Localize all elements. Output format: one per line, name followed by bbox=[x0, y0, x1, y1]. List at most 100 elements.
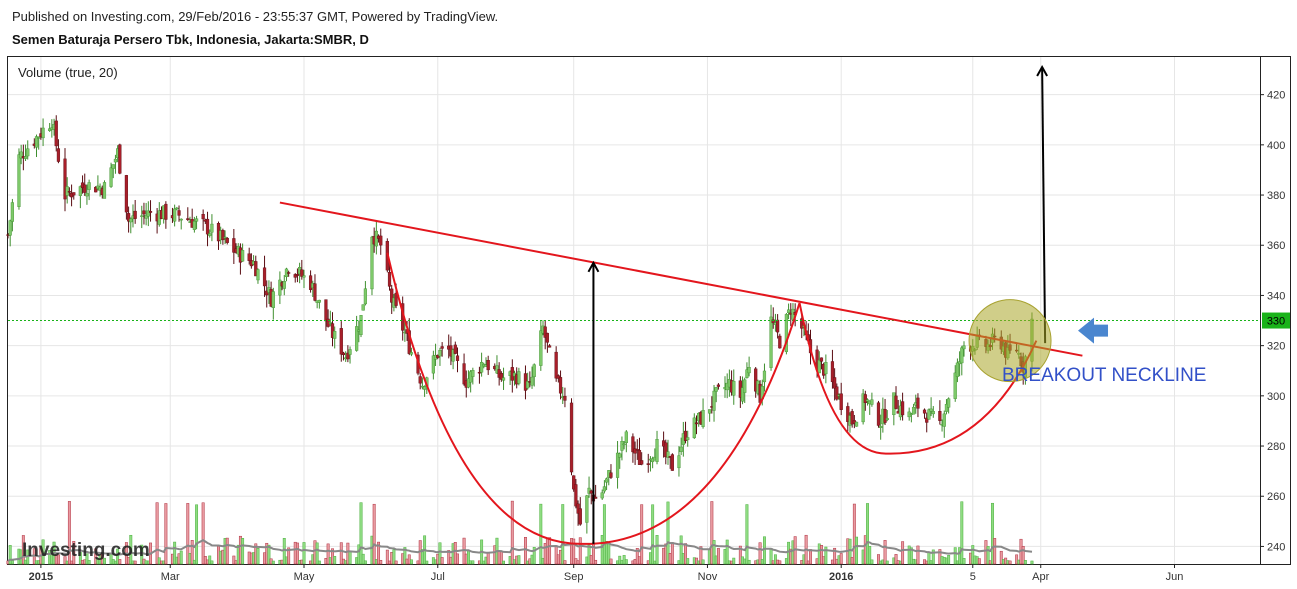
volume-bar bbox=[140, 544, 144, 565]
volume-bar bbox=[640, 504, 644, 565]
volume-bar bbox=[877, 554, 880, 565]
volume-bar bbox=[855, 536, 859, 565]
candle-body bbox=[883, 409, 887, 423]
candle-body bbox=[944, 404, 949, 412]
volume-bar bbox=[173, 541, 177, 565]
candle-body bbox=[839, 393, 843, 410]
candle-body bbox=[179, 218, 183, 221]
volume-bar bbox=[287, 547, 291, 565]
volume-bar bbox=[953, 547, 957, 565]
volume-indicator-label[interactable]: Volume (true, 20) bbox=[18, 65, 118, 80]
x-tick-label: Apr bbox=[1032, 571, 1049, 583]
volume-bar bbox=[10, 560, 14, 565]
candle-body bbox=[745, 369, 749, 378]
cup-curve-left bbox=[386, 252, 801, 545]
candle-body bbox=[436, 355, 440, 358]
volume-bar bbox=[885, 560, 889, 565]
volume-bar bbox=[909, 547, 913, 565]
candle-body bbox=[317, 299, 321, 303]
volume-bar bbox=[758, 542, 762, 565]
target-arrow-shaft bbox=[1041, 67, 1047, 344]
candle-body bbox=[870, 399, 874, 405]
candle-body bbox=[646, 463, 650, 465]
candle-body bbox=[931, 411, 935, 415]
volume-bar bbox=[271, 560, 275, 565]
y-tick-label: 340 bbox=[1267, 290, 1285, 302]
y-tick-label: 380 bbox=[1267, 190, 1285, 202]
candle-body bbox=[824, 362, 828, 375]
volume-bar bbox=[763, 536, 766, 565]
candle-body bbox=[953, 372, 957, 399]
volume-bar bbox=[208, 555, 212, 565]
candle-body bbox=[221, 229, 225, 241]
volume-bar bbox=[394, 560, 398, 565]
candle-body bbox=[63, 158, 67, 200]
candle-body bbox=[962, 345, 966, 350]
candle-body bbox=[830, 361, 835, 383]
y-tick-label: 280 bbox=[1267, 441, 1285, 453]
candle-body bbox=[54, 120, 58, 147]
volume-bar bbox=[578, 537, 582, 565]
candle-body bbox=[142, 210, 146, 215]
volume-bar bbox=[866, 503, 869, 565]
volume-bar bbox=[379, 559, 383, 565]
candle-body bbox=[462, 363, 466, 385]
candle-body bbox=[175, 207, 179, 210]
candle-body bbox=[499, 373, 503, 380]
candle-body bbox=[929, 408, 933, 412]
volume-bar bbox=[56, 554, 60, 565]
candle-body bbox=[835, 386, 839, 400]
volume-bar bbox=[256, 548, 260, 565]
candle-body bbox=[124, 175, 129, 213]
candle-body bbox=[714, 387, 718, 392]
volume-bar bbox=[594, 559, 598, 565]
candle-body bbox=[186, 218, 190, 220]
volume-bar bbox=[609, 558, 613, 565]
candle-body bbox=[852, 420, 856, 424]
candle-body bbox=[578, 508, 582, 525]
candle-body bbox=[328, 322, 332, 324]
candle-body bbox=[418, 376, 422, 384]
x-tick-label: Jun bbox=[1166, 571, 1184, 583]
volume-bar bbox=[651, 504, 655, 565]
candle-body bbox=[716, 384, 721, 387]
volume-bar bbox=[1015, 554, 1019, 565]
symbol-title[interactable]: Semen Baturaja Persero Tbk, Indonesia, J… bbox=[12, 32, 369, 47]
volume-bar bbox=[686, 558, 690, 565]
volume-bar bbox=[532, 546, 536, 565]
volume-bar bbox=[164, 503, 168, 565]
volume-bar bbox=[302, 542, 306, 565]
candle-body bbox=[701, 410, 705, 427]
candle-body bbox=[530, 376, 534, 386]
candle-body bbox=[390, 288, 394, 303]
candle-body bbox=[846, 406, 850, 422]
volume-bar bbox=[820, 545, 823, 565]
candle-body bbox=[409, 352, 414, 355]
candle-body bbox=[129, 218, 133, 223]
candle-body bbox=[94, 186, 98, 193]
candle-body bbox=[247, 253, 251, 261]
volume-bar bbox=[870, 559, 874, 565]
volume-bar bbox=[947, 555, 951, 565]
candle-body bbox=[850, 411, 854, 425]
candle-body bbox=[295, 274, 300, 276]
volume-bar bbox=[186, 503, 190, 565]
candle-body bbox=[677, 455, 681, 469]
volume-bar bbox=[63, 556, 67, 565]
volume-bar bbox=[201, 502, 205, 565]
volume-bar bbox=[993, 538, 997, 565]
volume-bar bbox=[359, 502, 363, 565]
volume-bar bbox=[809, 549, 812, 565]
candle-body bbox=[387, 271, 392, 287]
candle-body bbox=[708, 409, 712, 414]
volume-bars bbox=[6, 500, 1034, 565]
volume-bar bbox=[326, 543, 330, 565]
breakout-neckline-annotation: BREAKOUT NECKLINE bbox=[1002, 365, 1206, 386]
candle-body bbox=[67, 191, 71, 193]
candle-body bbox=[925, 417, 929, 423]
candle-body bbox=[256, 269, 260, 281]
volume-bar bbox=[524, 537, 527, 565]
candle-body bbox=[293, 274, 297, 278]
volume-bar bbox=[103, 557, 106, 565]
